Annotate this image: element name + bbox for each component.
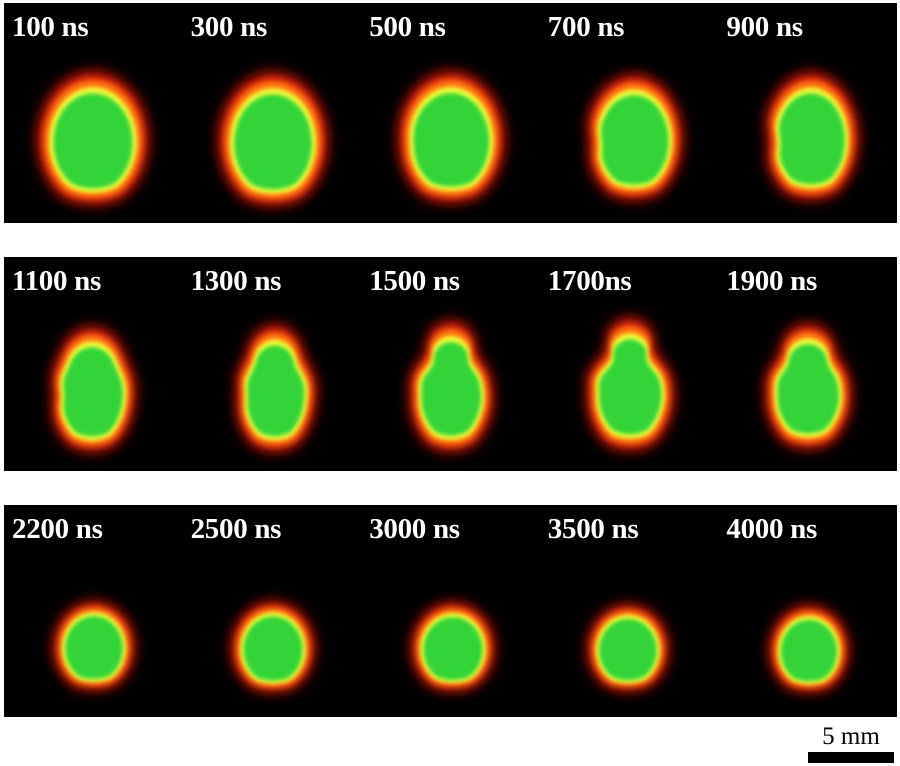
time-label: 300 ns [190,11,268,43]
plume-image [236,325,316,452]
plume-image [218,73,327,205]
frame-1300ns: 1300 ns [183,257,362,471]
plume-green-core [779,93,846,185]
time-label: 1100 ns [12,265,101,297]
frame-3000ns: 3000 ns [361,505,540,717]
plume-green-core [63,347,123,437]
frame-2500ns: 2500 ns [183,505,362,717]
plume-image [54,602,134,690]
frame-strip-row-3: 2200 ns 2500 ns 3000 ns 3500 ns 4000 ns [4,505,897,717]
plume-green-core [247,345,305,437]
time-label: 1300 ns [190,265,282,297]
frame-1100ns: 1100 ns [4,257,183,471]
frame-900ns: 900 ns [718,3,897,223]
plume-green-core [781,619,838,682]
frame-300ns: 300 ns [183,3,362,223]
plume-image [586,318,674,450]
plume-green-core [243,616,303,681]
frame-1500ns: 1500 ns [361,257,540,471]
plume-image [38,72,148,204]
time-label: 100 ns [12,11,89,43]
plume-image [767,73,859,200]
frame-3500ns: 3500 ns [540,505,719,717]
plume-green-core [233,94,312,190]
scale-bar: 5 mm [808,722,894,764]
time-label: 4000 ns [726,513,817,545]
plume-image [399,72,505,202]
plume-image [231,602,314,692]
time-label: 2200 ns [12,513,103,545]
frame-1900ns: 1900 ns [718,257,897,471]
scale-bar-label: 5 mm [822,723,880,750]
plume-green-core [53,93,133,189]
plume-image [588,75,682,200]
plume-image [766,324,852,449]
plume-image [410,321,493,451]
plume-green-core [600,95,669,185]
frame-2200ns: 2200 ns [4,505,183,717]
plume-image [412,603,495,691]
plume-green-core [413,93,490,187]
time-label: 1700ns [547,265,632,297]
time-label: 2500 ns [190,513,282,545]
plume-green-core [598,339,662,435]
plume-green-core [423,617,483,680]
plume-image [51,327,135,452]
time-label: 1900 ns [726,265,817,297]
frame-1700ns: 1700ns [540,257,719,471]
frame-700ns: 700 ns [540,3,719,223]
frame-100ns: 100 ns [4,3,183,223]
plume-image [587,605,668,691]
time-label: 900 ns [726,11,803,43]
time-label: 700 ns [547,11,625,43]
plume-green-core [777,344,840,434]
time-label: 1500 ns [369,265,460,297]
plume-green-core [65,616,123,679]
frame-strip-row-1: 100 ns 300 ns 500 ns 700 ns 900 ns [4,3,897,223]
frame-4000ns: 4000 ns [718,505,897,717]
plume-green-core [421,342,482,436]
plume-green-core [598,618,657,681]
time-label: 3000 ns [369,513,460,545]
frame-500ns: 500 ns [361,3,540,223]
time-label: 3500 ns [547,513,639,545]
frame-strip-row-2: 1100 ns 1300 ns 1500 ns 1700ns 1900 ns [4,257,897,471]
time-label: 500 ns [369,11,446,43]
plume-image [770,606,849,692]
scale-bar-line [808,752,894,763]
